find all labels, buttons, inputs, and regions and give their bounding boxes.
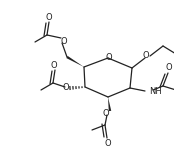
Text: O: O (105, 138, 111, 148)
Text: O: O (51, 61, 57, 69)
Text: O: O (166, 64, 172, 72)
Text: O: O (63, 84, 69, 93)
Text: O: O (61, 37, 67, 47)
Text: O: O (46, 13, 52, 21)
Text: O: O (106, 53, 112, 61)
Text: O: O (103, 109, 109, 119)
Text: NH: NH (149, 87, 162, 95)
Polygon shape (108, 97, 111, 111)
Polygon shape (66, 56, 84, 67)
Text: O: O (143, 51, 149, 61)
